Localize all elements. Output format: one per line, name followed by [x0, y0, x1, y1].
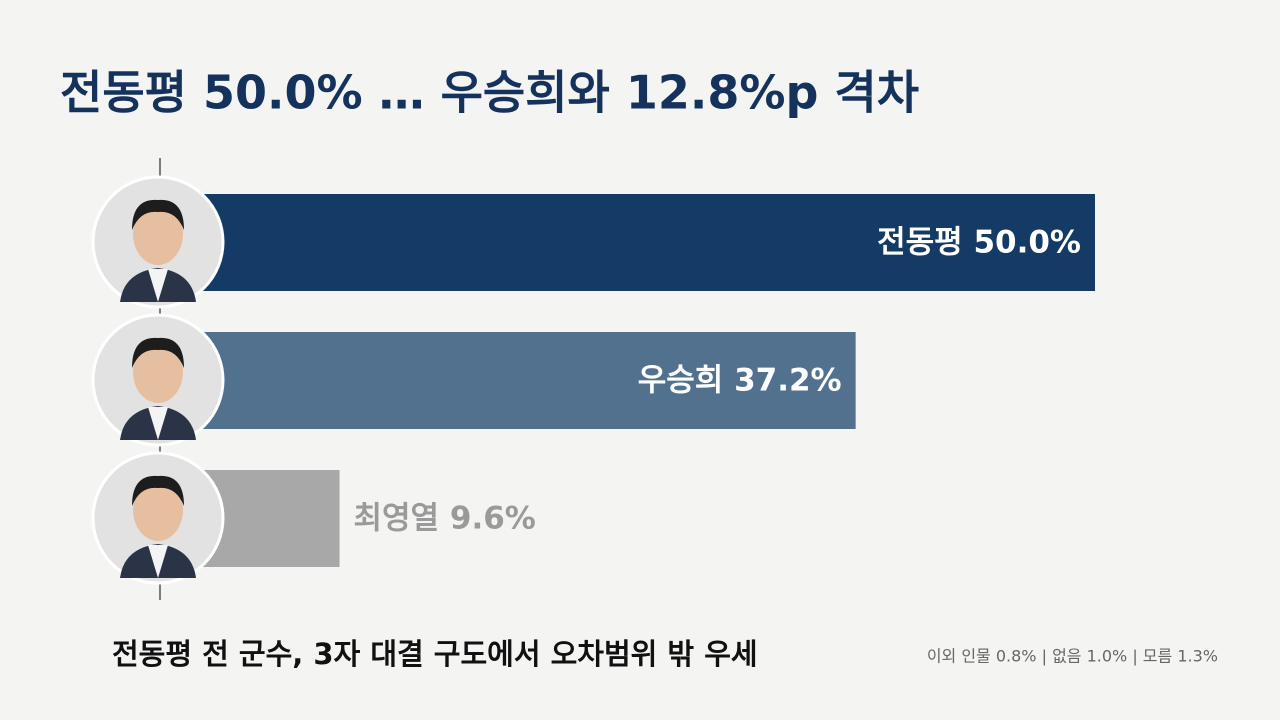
chart-subtitle: 전동평 전 군수, 3자 대결 구도에서 오차범위 밖 우세 — [112, 637, 758, 671]
value-label: 우승희 37.2% — [638, 363, 842, 399]
portrait-shirt — [148, 269, 168, 302]
portrait-face — [133, 203, 183, 265]
bar — [160, 332, 856, 429]
portrait-hair — [132, 475, 184, 506]
portrait-face — [133, 341, 183, 403]
portrait-face — [133, 479, 183, 541]
footnote: 이외 인물 0.8% | 없음 1.0% | 모름 1.3% — [927, 647, 1218, 666]
value-label: 최영열 9.6% — [354, 501, 536, 537]
portrait-shirt — [148, 545, 168, 578]
bar — [160, 194, 1095, 291]
portrait-hair — [132, 337, 184, 368]
chart-title: 전동평 50.0% … 우승희와 12.8%p 격차 — [60, 66, 919, 120]
portrait-shirt — [148, 407, 168, 440]
value-label: 전동평 50.0% — [877, 225, 1081, 261]
portrait-hair — [132, 199, 184, 230]
